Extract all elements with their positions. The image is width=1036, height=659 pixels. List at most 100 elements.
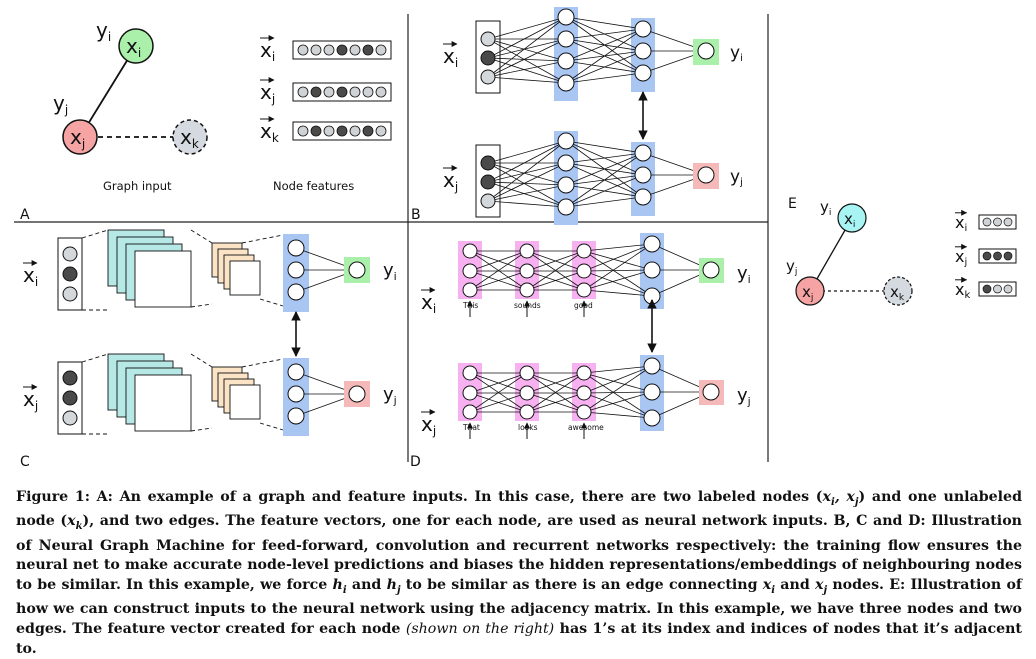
panel-e-letter: E bbox=[788, 196, 797, 212]
feature-cell bbox=[375, 86, 387, 98]
word-i-0: This bbox=[462, 301, 478, 310]
connection bbox=[565, 50, 644, 84]
panel-a-letter: A bbox=[20, 207, 30, 223]
input-neuron bbox=[62, 266, 78, 282]
feature-cell bbox=[349, 125, 361, 137]
projection-line bbox=[81, 353, 109, 363]
projection-line bbox=[190, 303, 213, 308]
connection bbox=[487, 140, 567, 183]
vector-label-x-j: xj bbox=[260, 80, 275, 106]
connection bbox=[487, 57, 567, 84]
projection-line bbox=[241, 234, 284, 244]
connection bbox=[487, 200, 567, 208]
neuron bbox=[462, 404, 478, 420]
neuron bbox=[462, 243, 478, 259]
vector-label-x-j: xj bbox=[23, 387, 38, 413]
neuron bbox=[519, 365, 535, 381]
connection bbox=[583, 372, 653, 393]
connection bbox=[583, 392, 653, 419]
node-xi bbox=[118, 28, 154, 64]
connection bbox=[583, 365, 653, 413]
figure-caption: Figure 1: A: An example of a graph and f… bbox=[16, 489, 1023, 657]
vector-label-x-k: xk bbox=[955, 280, 970, 301]
neuron bbox=[643, 383, 661, 401]
connection bbox=[565, 152, 644, 164]
neuron bbox=[576, 404, 592, 420]
neuron bbox=[643, 409, 661, 427]
neuron bbox=[634, 20, 652, 38]
connection bbox=[583, 243, 653, 272]
feature-cell bbox=[297, 125, 309, 137]
neuron bbox=[557, 30, 575, 48]
connection bbox=[526, 372, 585, 413]
neuron bbox=[634, 188, 652, 206]
e-feature-vectors: xi xj xk bbox=[955, 209, 1017, 301]
connection bbox=[487, 16, 567, 40]
feature-cell bbox=[362, 44, 374, 56]
connection bbox=[565, 72, 644, 84]
connection bbox=[487, 162, 567, 208]
neuron bbox=[697, 166, 715, 184]
connection bbox=[583, 391, 653, 413]
figure-diagram: xi xj xk yi yj Graph input Node features… bbox=[14, 7, 1017, 470]
feature-cell bbox=[375, 44, 387, 56]
connection bbox=[487, 162, 567, 202]
svg-text:xi: xi bbox=[844, 210, 855, 230]
connection bbox=[583, 269, 653, 291]
panel-c-letter: C bbox=[20, 454, 30, 470]
feature-cell bbox=[375, 125, 387, 137]
connection bbox=[526, 250, 585, 272]
connection bbox=[469, 392, 528, 413]
input-neuron bbox=[480, 50, 496, 66]
connection bbox=[469, 250, 528, 291]
neuron bbox=[634, 42, 652, 60]
connection bbox=[583, 411, 653, 419]
connection bbox=[487, 181, 567, 208]
connection bbox=[526, 270, 585, 291]
neuron bbox=[557, 198, 575, 216]
neuron bbox=[643, 261, 661, 279]
neuron bbox=[576, 243, 592, 259]
connection bbox=[487, 162, 567, 186]
e-feature-cell bbox=[993, 217, 1002, 227]
neuron bbox=[287, 283, 305, 301]
projection-line bbox=[190, 427, 213, 432]
neuron bbox=[462, 385, 478, 401]
connection bbox=[487, 38, 567, 59]
neuron bbox=[519, 385, 535, 401]
node-xk bbox=[172, 119, 208, 155]
input-neuron bbox=[62, 286, 78, 302]
word-i-2: good bbox=[574, 301, 593, 310]
connection bbox=[565, 196, 644, 208]
input-neuron bbox=[480, 155, 496, 171]
neuron bbox=[702, 261, 720, 279]
graph-input-label: Graph input bbox=[103, 179, 172, 193]
connection bbox=[526, 372, 585, 394]
connection bbox=[565, 140, 644, 154]
feature-cell bbox=[297, 44, 309, 56]
conv-feature-map bbox=[134, 374, 192, 432]
svg-text:yj: yj bbox=[786, 257, 797, 277]
neuron bbox=[634, 166, 652, 184]
e-feature-cell bbox=[982, 284, 992, 294]
connection bbox=[583, 372, 653, 419]
e-feature-cell bbox=[993, 284, 1002, 294]
neuron bbox=[634, 144, 652, 162]
input-neuron bbox=[62, 390, 78, 406]
e-node-xi bbox=[837, 203, 867, 233]
neuron bbox=[287, 363, 305, 381]
neuron bbox=[519, 263, 535, 279]
neuron bbox=[519, 404, 535, 420]
neuron bbox=[634, 64, 652, 82]
neuron bbox=[287, 239, 305, 257]
neuron bbox=[697, 42, 715, 60]
connection bbox=[487, 76, 567, 84]
e-feature-cell bbox=[982, 217, 992, 227]
panel-b-letter: B bbox=[411, 207, 421, 223]
connection bbox=[487, 57, 567, 62]
feature-cell bbox=[310, 86, 322, 98]
connection bbox=[565, 174, 644, 208]
output-label-y-j: yj bbox=[383, 384, 397, 407]
feature-vectors: xi xj xk bbox=[260, 35, 392, 145]
connection bbox=[583, 365, 653, 374]
